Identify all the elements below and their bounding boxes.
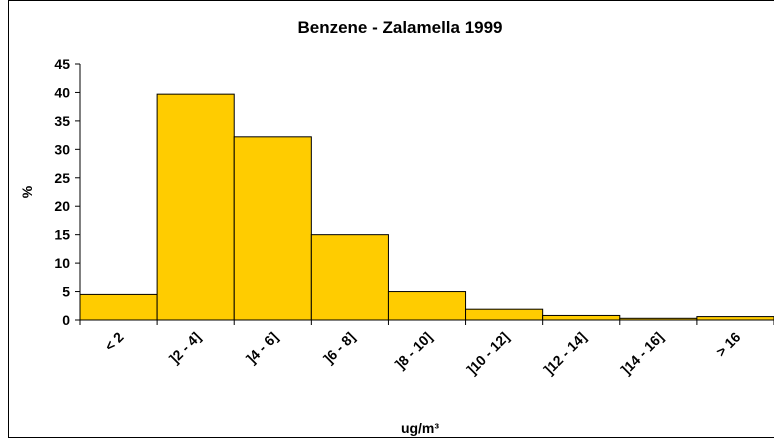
x-axis-label: ug/m³ [401, 420, 439, 436]
bar [310, 234, 389, 321]
bar [465, 308, 544, 321]
bar [156, 93, 235, 321]
chart-frame [8, 0, 774, 438]
bar [542, 314, 621, 321]
y-tick-label: 10 [54, 255, 70, 271]
y-tick-label: 25 [54, 170, 70, 186]
y-tick-label: 30 [54, 141, 70, 157]
bar [387, 291, 467, 321]
bar [233, 136, 312, 321]
chart-title: Benzene - Zalamella 1999 [297, 18, 502, 37]
bar [79, 293, 158, 321]
bar [696, 316, 774, 321]
y-axis-label: % [19, 185, 35, 198]
y-tick-label: 35 [54, 113, 70, 129]
y-tick-label: 20 [54, 198, 70, 214]
y-tick-label: 40 [54, 84, 70, 100]
y-tick-label: 15 [54, 227, 70, 243]
y-tick-label: 0 [62, 312, 70, 328]
y-tick-label: 45 [54, 56, 70, 72]
y-tick-label: 5 [62, 284, 70, 300]
